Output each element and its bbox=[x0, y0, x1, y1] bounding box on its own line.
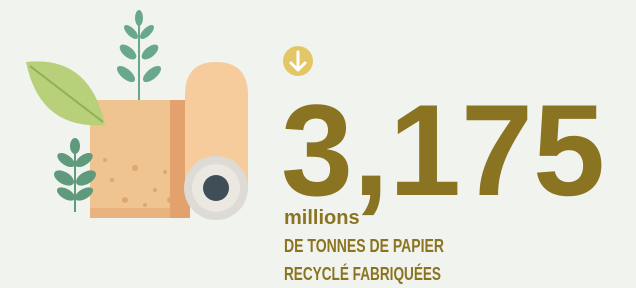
down-arrow-icon bbox=[283, 46, 313, 76]
page: 3,175 millions DE TONNES DE PAPIER RECYC… bbox=[0, 0, 636, 288]
description-line: DE TONNES DE PAPIER bbox=[284, 236, 444, 256]
roll-core bbox=[203, 175, 229, 201]
infographic: 3,175 millions DE TONNES DE PAPIER RECYC… bbox=[0, 0, 636, 288]
description-line: RECYCLÉ FABRIQUÉES bbox=[284, 263, 441, 284]
stat-unit: millions bbox=[284, 207, 360, 229]
stat-value: 3,175 bbox=[281, 77, 605, 223]
